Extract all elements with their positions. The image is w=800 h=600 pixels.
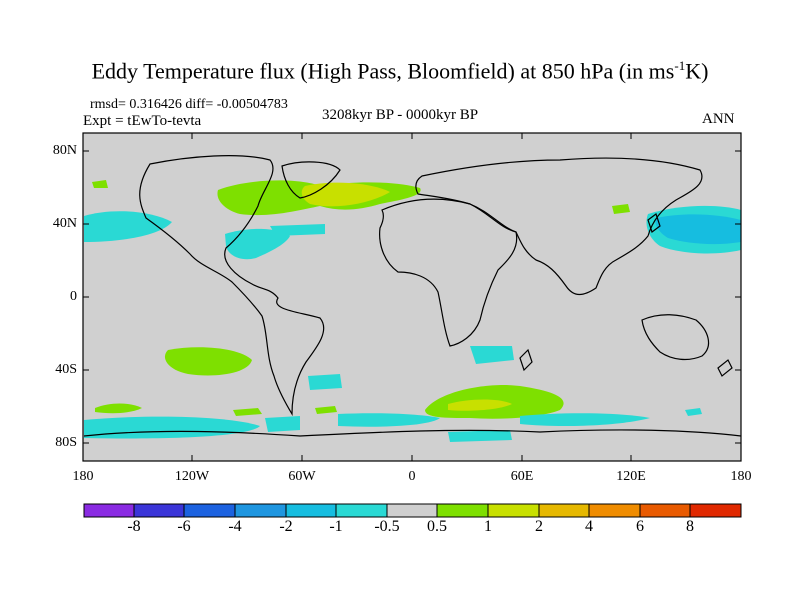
colorbar-box-10 [538,503,590,518]
colorbar-label: 6 [636,518,644,535]
colorbar-label: -6 [177,518,191,535]
lat-tick-80s: 80S [55,435,77,450]
negative-anomaly-regions [84,205,741,442]
colorbar-label: -4 [228,518,242,535]
lon-tick-60w: 60W [288,469,316,484]
colorbar-label: 2 [535,518,543,535]
lat-tick-80n: 80N [52,143,77,158]
lon-tick-60e: 60E [510,469,534,484]
colorbar-box-2 [133,503,185,518]
lon-tick-120e: 120E [616,469,646,484]
colorbar-label: 1 [484,518,492,535]
lat-tick-40s: 40S [55,362,77,377]
colorbar-label: 8 [686,518,694,535]
experiment-label: Expt = tEwTo-tevta [83,113,202,129]
colorbar-label: 4 [585,518,593,535]
lat-tick-40n: 40N [52,216,77,231]
positive-anomaly-regions [92,180,630,440]
colorbar-label: -1 [329,518,343,535]
colorbar-box-11 [588,503,641,518]
lat-tick-0: 0 [70,289,77,304]
lon-tick-180-right: 180 [730,469,752,484]
colorbar-box-4 [234,503,287,518]
colorbar-label: 0.5 [427,518,447,535]
colorbar-box-3 [183,503,236,518]
axis-ticks [83,133,741,461]
colorbar-box-5 [285,503,337,518]
colorbar-label: -2 [279,518,293,535]
colorbar-box-12 [639,503,691,518]
season-label: ANN [702,111,735,127]
period-label: 3208kyr BP - 0000kyr BP [322,107,479,123]
chart-title: Eddy Temperature flux (High Pass, Bloomf… [91,58,709,84]
colorbar [83,503,742,518]
coastlines [83,155,742,437]
colorbar-box-7 [386,503,438,518]
colorbar-box-6 [335,503,388,518]
colorbar-box-8 [436,503,489,518]
colorbar-label: -8 [127,518,141,535]
stats-label: rmsd= 0.316426 diff= -0.00504783 [90,97,288,112]
lon-tick-120w: 120W [174,469,210,484]
lon-tick-180-left: 180 [72,469,94,484]
colorbar-box-1 [83,503,135,518]
colorbar-box-9 [487,503,540,518]
map-background [83,133,741,461]
colorbar-label: -0.5 [374,518,400,535]
lon-tick-0: 0 [408,469,416,484]
colorbar-box-13 [689,503,742,518]
